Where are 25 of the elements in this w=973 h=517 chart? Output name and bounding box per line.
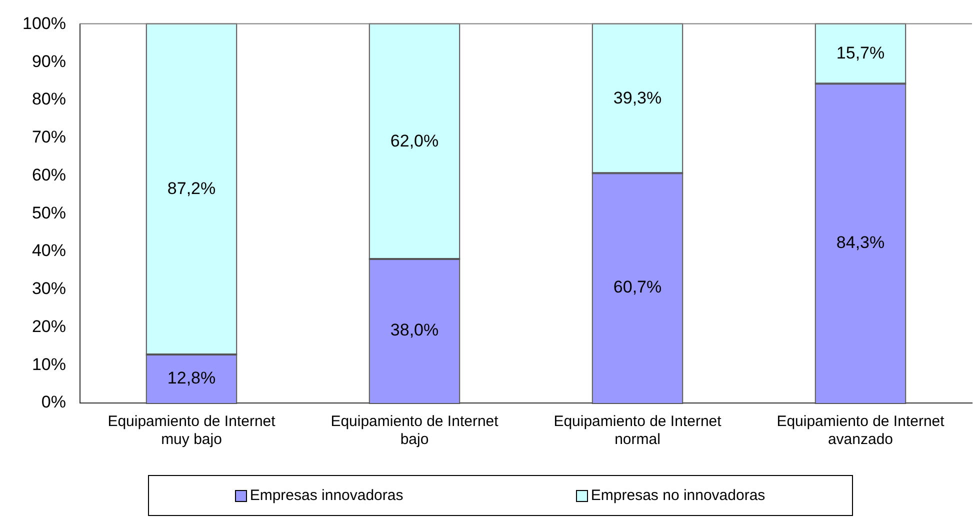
y-tick-label: 20% (32, 316, 66, 336)
y-tick-label: 30% (32, 279, 66, 298)
data-label: 38,0% (390, 320, 439, 340)
x-tick-label: Equipamiento de Internet normal (554, 413, 722, 448)
data-label: 60,7% (613, 278, 662, 297)
y-tick-label: 60% (32, 165, 66, 184)
y-tick-label: 70% (32, 128, 66, 147)
x-tick-label: Equipamiento de Internet muy bajo (108, 413, 276, 448)
data-label: 39,3% (613, 88, 662, 108)
x-tick-label: Equipamiento de Internet bajo (330, 413, 500, 448)
y-tick-label: 50% (32, 203, 66, 222)
data-label: 87,2% (167, 179, 216, 198)
y-tick-label: 80% (32, 90, 66, 109)
data-label: 84,3% (836, 233, 885, 252)
legend-label: Empresas no innovadoras (590, 487, 766, 504)
y-tick-label: 0% (41, 392, 66, 412)
y-tick-label: 10% (32, 354, 66, 374)
data-label: 15,7% (836, 44, 885, 63)
y-tick-label: 40% (32, 241, 66, 260)
x-tick-label: Equipamiento de Internet avanzado (776, 413, 946, 448)
y-tick-label: 100% (22, 14, 66, 33)
y-tick-label: 90% (32, 52, 66, 71)
legend-label: Empresas innovadoras (250, 487, 404, 504)
data-label: 12,8% (167, 368, 216, 388)
data-label: 62,0% (390, 131, 439, 150)
